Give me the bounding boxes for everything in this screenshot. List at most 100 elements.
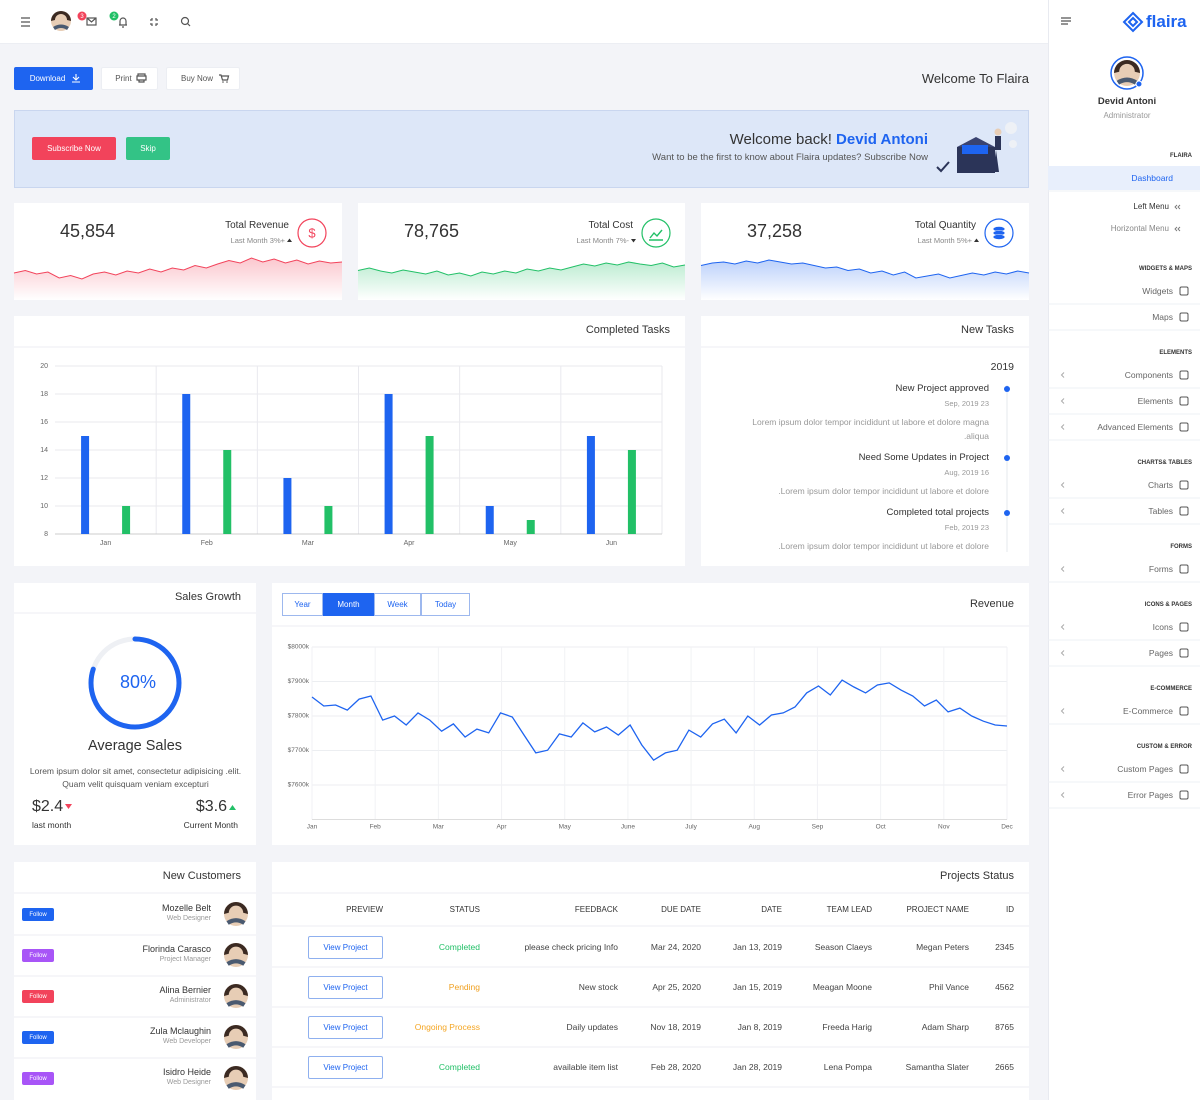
sidebar-item[interactable]: Components (1124, 369, 1173, 380)
table-cell: Lena Pompa (823, 1061, 872, 1072)
view-project-button[interactable]: View Project (308, 1056, 383, 1079)
table-cell: 2665 (995, 1061, 1014, 1072)
customer-role: Project Manager (159, 955, 211, 963)
sidebar-item[interactable]: Pages (1148, 647, 1173, 658)
table-cell: Samantha Slater (905, 1061, 969, 1072)
sidebar-item[interactable]: Dashboard (1131, 172, 1173, 183)
card (272, 583, 1029, 845)
stat-change: Last Month 3%+ (230, 235, 285, 245)
table-cell: 2345 (995, 941, 1014, 952)
customer-role: Web Designer (166, 914, 211, 922)
sidebar-item[interactable]: Tables (1148, 505, 1173, 516)
table-cell: Pending (448, 981, 480, 992)
card (272, 862, 1029, 1100)
customer-name: Mozelle Belt (161, 902, 211, 913)
download-button[interactable]: Download (14, 67, 93, 90)
stat-change: Last Month 5%+ (917, 235, 972, 245)
table-cell: Season Claeys (814, 941, 872, 952)
stat-value: 45,854 (60, 221, 116, 242)
card (358, 203, 685, 300)
customer-name: Zula Mclaughin (149, 1025, 211, 1036)
table-cell: Megan Peters (916, 941, 969, 952)
sidebar-item[interactable]: Widgets (1142, 285, 1173, 296)
sidebar-item[interactable]: E-Commerce (1122, 705, 1173, 716)
follow-button[interactable]: Follow (22, 1072, 54, 1085)
sidebar-section-title: CUSTOM & ERROR (1136, 744, 1192, 751)
tab[interactable]: Week (374, 593, 421, 616)
sales-text: Lorem ipsum dolor sit amet, consectetur … (29, 766, 242, 789)
sidebar-user: Devid Antoni (1097, 96, 1157, 108)
stat-value: 78,765 (404, 221, 460, 242)
customer-role: Web Developer (162, 1037, 211, 1045)
task-title: Completed total projects (886, 507, 989, 519)
view-project-button[interactable]: View Project (308, 936, 383, 959)
task-date: Feb, 2019 23 (944, 522, 989, 532)
table-header: DUE DATE (661, 905, 701, 915)
sidebar-item[interactable]: Forms (1148, 563, 1173, 574)
card-title: Revenue (969, 598, 1014, 611)
card (701, 316, 1029, 566)
print-button[interactable]: Print (101, 67, 158, 90)
sidebar-item[interactable]: Maps (1152, 311, 1173, 322)
follow-button[interactable]: Follow (22, 1031, 54, 1044)
table-cell: 4562 (995, 981, 1014, 992)
card-title: Sales Growth (174, 591, 241, 604)
table-cell: Meagan Moone (812, 981, 872, 992)
stat-label: Total Cost (588, 220, 633, 231)
follow-button[interactable]: Follow (22, 949, 54, 962)
customer-name: Alina Bernier (159, 984, 211, 995)
table-cell: Daily updates (566, 1021, 618, 1032)
sidebar-item[interactable]: Icons (1152, 621, 1173, 632)
card (14, 203, 342, 300)
sales-last-value: $2.4 (32, 798, 64, 816)
table-cell: New stock (578, 981, 618, 992)
customer-name: Isidro Heide (162, 1066, 211, 1077)
table-cell: Adam Sharp (921, 1021, 969, 1032)
view-project-button[interactable]: View Project (308, 976, 383, 999)
timeline-year: 2019 (990, 360, 1014, 373)
table-header: PROJECT NAME (906, 905, 969, 915)
table-cell: Jan 13, 2019 (732, 941, 782, 952)
sidebar-item[interactable]: Custom Pages (1117, 763, 1173, 774)
sales-heading: Average Sales (87, 738, 183, 755)
card-title: Projects Status (940, 870, 1014, 883)
page-heading: Welcome To Flaira (921, 71, 1029, 87)
subscribe-button[interactable]: Subscribe Now (32, 137, 116, 160)
stat-change: Last Month 7%- (576, 235, 629, 245)
tab[interactable]: Today (421, 593, 470, 616)
stat-label: Total Revenue (225, 220, 289, 231)
banner-user: Devid Antoni (836, 131, 928, 148)
sales-current-label: Current Month (183, 819, 238, 830)
table-cell: Feb 28, 2020 (650, 1061, 701, 1072)
table-cell: Nov 18, 2019 (650, 1021, 701, 1032)
follow-button[interactable]: Follow (22, 908, 54, 921)
tab[interactable]: Year (282, 593, 323, 616)
customer-role: Administrator (169, 996, 211, 1004)
sidebar-item[interactable]: Elements (1137, 395, 1173, 406)
card-title: New Tasks (961, 324, 1014, 337)
table-cell: Jan 28, 2019 (732, 1061, 782, 1072)
table-cell: Ongoing Process (414, 1021, 480, 1032)
tab[interactable]: Month (323, 593, 374, 616)
progress-label: 80% (119, 672, 157, 693)
submenu-item[interactable]: Horizontal Menu (1110, 224, 1169, 234)
view-project-button[interactable]: View Project (308, 1016, 383, 1039)
sidebar-item[interactable]: Advanced Elements (1097, 421, 1173, 432)
table-header: FEEDBACK (574, 905, 618, 915)
task-title: Need Some Updates in Project (858, 452, 989, 464)
customer-role: Web Designer (166, 1078, 211, 1086)
task-text: Lorem ipsum dolor tempor incididunt ut l… (752, 417, 989, 441)
table-header: TEAM LEAD (826, 905, 872, 915)
sidebar-section-title: FORMS (1170, 544, 1192, 551)
skip-button[interactable]: Skip (126, 137, 170, 160)
follow-button[interactable]: Follow (22, 990, 54, 1003)
buy-now-button[interactable]: Buy Now (166, 67, 240, 90)
table-header: ID (1006, 905, 1014, 915)
task-date: Aug, 2019 16 (944, 467, 989, 477)
card-title: New Customers (162, 870, 241, 883)
table-cell: Freeda Harig (822, 1021, 872, 1032)
sidebar-item[interactable]: Error Pages (1127, 789, 1173, 800)
sidebar-item[interactable]: Charts (1147, 479, 1173, 490)
submenu-item[interactable]: Left Menu (1133, 202, 1169, 212)
